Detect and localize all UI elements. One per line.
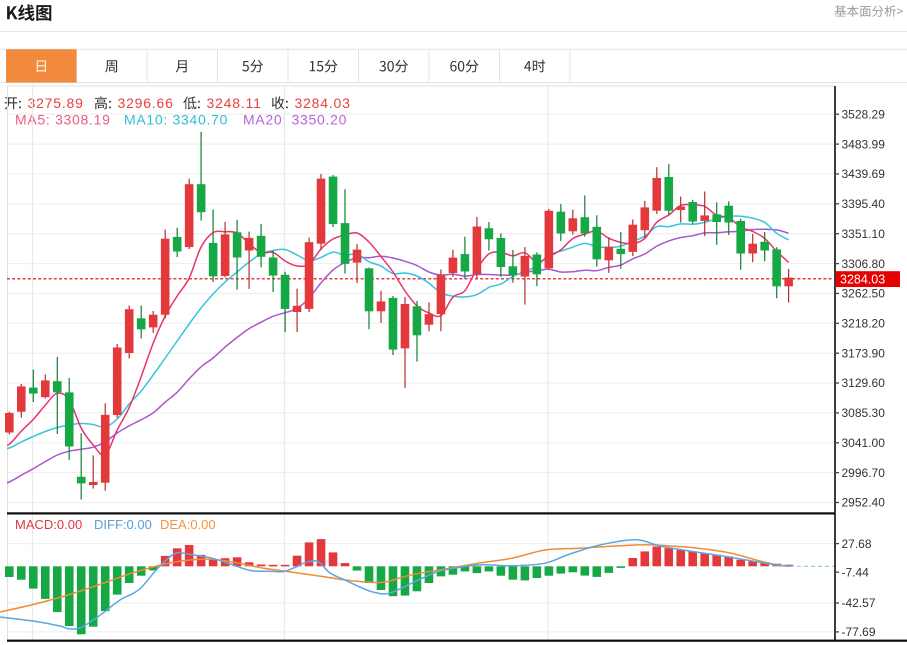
svg-text:3262.50: 3262.50 — [842, 287, 886, 301]
svg-text:3351.10: 3351.10 — [842, 227, 886, 241]
svg-text:3085.30: 3085.30 — [842, 406, 886, 420]
svg-text:3306.80: 3306.80 — [842, 257, 886, 271]
svg-text:3439.69: 3439.69 — [842, 167, 886, 181]
svg-text:3248.11: 3248.11 — [207, 95, 262, 111]
svg-text:-42.57: -42.57 — [842, 596, 876, 610]
svg-text:3218.20: 3218.20 — [842, 317, 886, 331]
svg-text:3483.99: 3483.99 — [842, 137, 886, 151]
svg-text:3284.03: 3284.03 — [295, 95, 351, 111]
svg-text:DIFF:0.00: DIFF:0.00 — [94, 517, 152, 532]
svg-text:MA5: 3308.19: MA5: 3308.19 — [15, 111, 111, 127]
svg-text:-7.44: -7.44 — [842, 565, 870, 579]
svg-text:3041.00: 3041.00 — [842, 436, 886, 450]
svg-text:DEA:0.00: DEA:0.00 — [160, 517, 216, 532]
svg-text:2996.70: 2996.70 — [842, 466, 886, 480]
svg-text:MA10: 3340.70: MA10: 3340.70 — [124, 111, 228, 127]
svg-text:-77.69: -77.69 — [842, 625, 876, 639]
svg-text:3129.60: 3129.60 — [842, 376, 886, 390]
svg-text:MA20: 3350.20: MA20: 3350.20 — [243, 111, 347, 127]
svg-text:MACD:0.00: MACD:0.00 — [15, 517, 82, 532]
svg-text:3528.29: 3528.29 — [842, 107, 886, 121]
svg-text:3296.66: 3296.66 — [118, 95, 174, 111]
svg-text:3173.90: 3173.90 — [842, 346, 886, 360]
svg-text:2952.40: 2952.40 — [842, 496, 886, 510]
svg-text:3275.89: 3275.89 — [28, 95, 84, 111]
svg-text:3284.03: 3284.03 — [840, 272, 885, 286]
svg-text:3395.40: 3395.40 — [842, 197, 886, 211]
svg-text:27.68: 27.68 — [842, 537, 872, 551]
